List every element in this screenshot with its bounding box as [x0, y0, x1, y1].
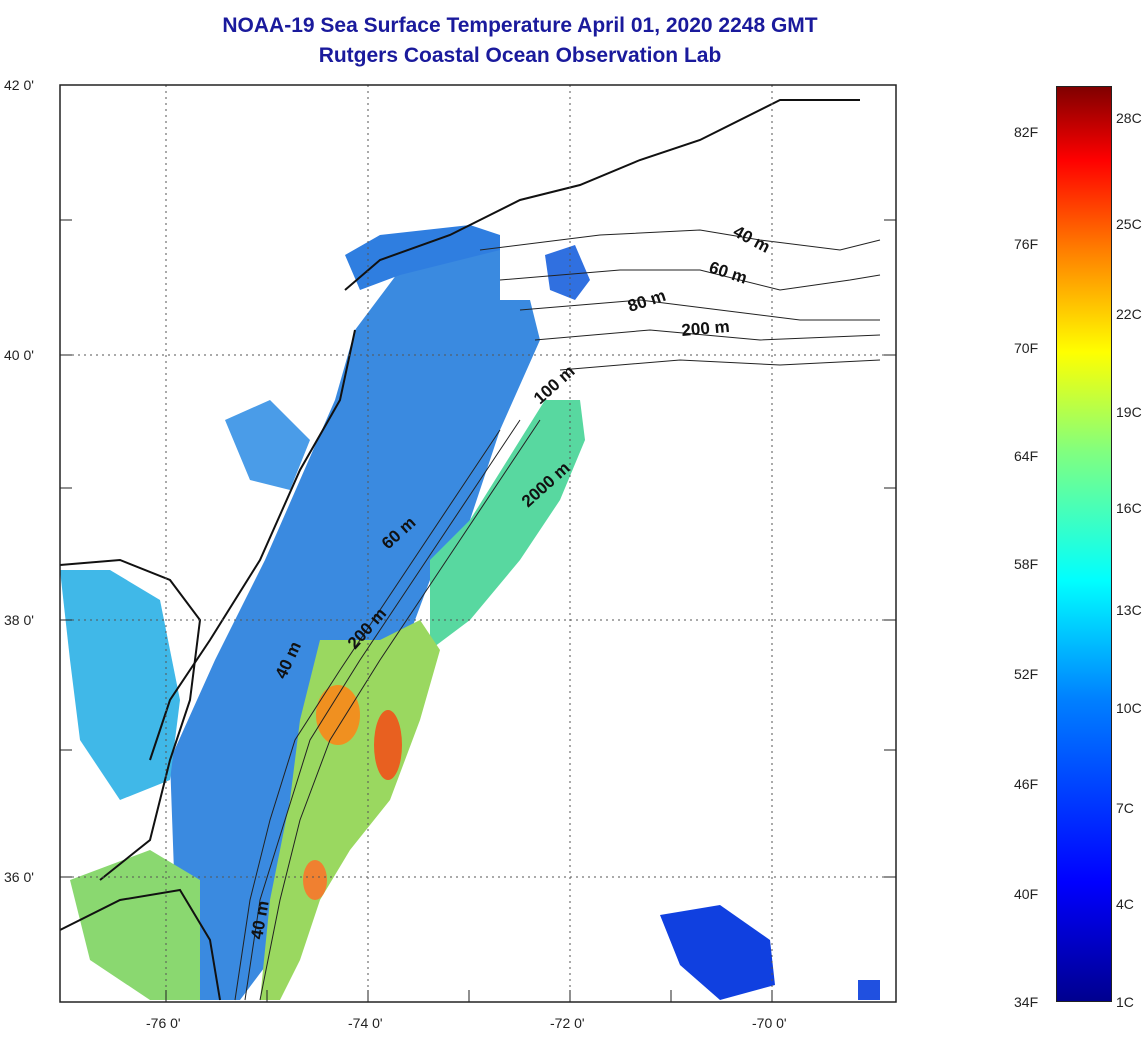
colorbar-c-label: 25C: [1116, 216, 1142, 232]
contour-label: 40 m: [730, 222, 773, 257]
colorbar-f-label: 76F: [1014, 236, 1039, 252]
map-frame: [59, 84, 897, 1003]
colorbar-f-label: 34F: [1014, 994, 1039, 1010]
map-ticks: [60, 84, 896, 1002]
sst-warm-core-2: [374, 710, 402, 780]
colorbar-c-label: 16C: [1116, 500, 1142, 516]
lon-label-74: -74 0': [348, 1015, 383, 1031]
contour-label: 80 m: [625, 286, 668, 316]
sst-slope-green: [430, 400, 585, 650]
sst-offshore-blue: [660, 905, 775, 1000]
sst-warm-core-1: [316, 685, 360, 745]
colorbar-f-label: 64F: [1014, 448, 1039, 464]
sst-delaware-bay: [225, 400, 310, 490]
colorbar-c-label: 4C: [1116, 896, 1134, 912]
colorbar-c-label: 13C: [1116, 602, 1142, 618]
lon-label-70: -70 0': [752, 1015, 787, 1031]
map-subtitle: Rutgers Coastal Ocean Observation Lab: [318, 44, 722, 67]
coastline: [59, 99, 860, 1001]
colorbar-c-label: 19C: [1116, 404, 1142, 420]
lat-label-36: 36 0': [4, 869, 34, 885]
colorbar-c-label: 28C: [1116, 110, 1142, 126]
colorbar-c-label: 10C: [1116, 700, 1142, 716]
colorbar-f-label: 46F: [1014, 776, 1039, 792]
colorbar-c-label: 7C: [1116, 800, 1134, 816]
map-title: NOAA-19 Sea Surface Temperature April 01…: [222, 14, 818, 37]
sst-patch-north: [545, 245, 590, 300]
lon-label-72: -72 0': [550, 1015, 585, 1031]
colorbar-f-label: 40F: [1014, 886, 1039, 902]
sst-carolina-green: [70, 850, 200, 1000]
colorbar-f-label: 82F: [1014, 124, 1039, 140]
sst-data-layer: [60, 225, 880, 1000]
colorbar-c-label: 22C: [1116, 306, 1142, 322]
lat-label-42: 42 0': [4, 77, 34, 93]
colorbar-c-label: 1C: [1116, 994, 1134, 1010]
sst-patch-east: [858, 980, 880, 1000]
contour-label: 60 m: [707, 258, 750, 288]
colorbar-f-label: 58F: [1014, 556, 1039, 572]
lat-label-40: 40 0': [4, 347, 34, 363]
sst-chesapeake: [60, 570, 180, 800]
lon-label-76: -76 0': [146, 1015, 181, 1031]
colorbar-f-label: 70F: [1014, 340, 1039, 356]
sst-warm-core-3: [303, 860, 327, 900]
bathymetry-contours: [234, 229, 881, 1001]
colorbar-f-label: 52F: [1014, 666, 1039, 682]
colorbar: [1056, 86, 1112, 1002]
sst-ny-bight: [345, 225, 500, 290]
lat-label-38: 38 0': [4, 612, 34, 628]
graticule: [60, 85, 896, 1002]
contour-label: 200 m: [681, 317, 731, 340]
